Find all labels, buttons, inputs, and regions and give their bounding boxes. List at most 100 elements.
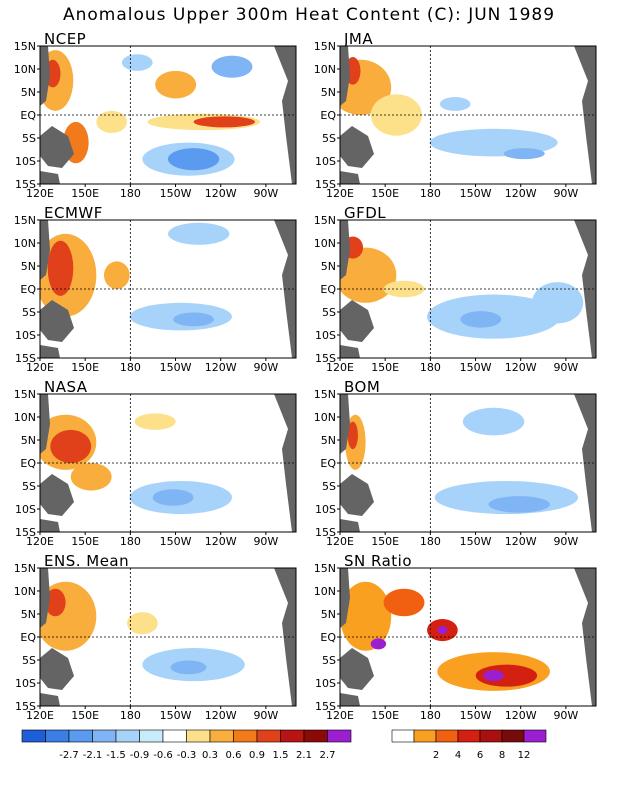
lon-tick-label: 120W [505, 361, 537, 374]
colorbar-label: 2.1 [296, 750, 312, 761]
lon-tick-label: 90W [253, 709, 278, 722]
lat-tick-label: 10N [314, 411, 336, 424]
lon-tick-label: 90W [553, 187, 578, 200]
lon-tick-label: 120E [26, 709, 54, 722]
lon-tick-label: 150E [71, 709, 99, 722]
lat-tick-label: 5S [22, 132, 36, 145]
anomaly-region [462, 407, 525, 436]
lon-tick-label: 150E [371, 361, 399, 374]
land-new-guinea [340, 126, 374, 168]
land-asia [40, 46, 50, 106]
lon-tick-label: 90W [253, 535, 278, 548]
map-panel-4: GFDL 15N 10N 5N EQ 5S 10S 15S 120E 150E 180 150W 120… [300, 202, 597, 374]
lat-tick-label: EQ [320, 457, 336, 470]
lat-tick-label: 5N [321, 260, 336, 273]
colorbar-label: -0.6 [153, 750, 173, 761]
lat-tick-label: 10N [14, 63, 36, 76]
lat-tick-label: EQ [20, 109, 36, 122]
panel-title: SN Ratio [344, 552, 413, 570]
panel-title: NASA [44, 378, 88, 396]
lat-tick-label: 15N [14, 562, 36, 575]
lat-tick-label: 10S [15, 503, 36, 516]
anomaly-region [347, 421, 358, 450]
anomaly-region [96, 110, 128, 133]
anomaly-region [134, 413, 176, 430]
land-asia [340, 46, 350, 106]
anomaly-region [170, 660, 207, 675]
lat-tick-label: 10S [315, 329, 336, 342]
lon-tick-label: 180 [420, 187, 441, 200]
anomaly-region [340, 581, 392, 651]
anomaly-region [488, 496, 550, 513]
lat-tick-label: 10S [15, 155, 36, 168]
colorbar-swatch [457, 729, 481, 743]
land-new-guinea [340, 648, 374, 690]
colorbar-swatch [391, 729, 415, 743]
land-new-guinea [40, 474, 74, 516]
lat-tick-label: 15N [14, 388, 36, 401]
colorbar-swatch [162, 729, 187, 743]
land-new-guinea [340, 300, 374, 342]
anomaly-region [211, 55, 253, 78]
lat-tick-label: 15S [315, 178, 336, 191]
panel-title: ECMWF [44, 204, 103, 222]
lon-tick-label: 90W [253, 361, 278, 374]
land-australia [340, 693, 360, 706]
panel-title: GFDL [344, 204, 387, 222]
lon-tick-label: 180 [420, 361, 441, 374]
land-new-guinea [40, 648, 74, 690]
colorbar-label: -2.1 [83, 750, 103, 761]
land-new-guinea [40, 126, 74, 168]
lat-tick-label: 5S [322, 654, 336, 667]
anomaly-region [475, 664, 538, 687]
anomaly-region [104, 261, 130, 289]
colorbar-swatch [501, 729, 525, 743]
lon-tick-label: 150E [371, 535, 399, 548]
land-asia [40, 394, 50, 454]
lat-tick-label: 15S [315, 526, 336, 539]
colorbar-label: 0.3 [202, 750, 218, 761]
lat-tick-label: EQ [320, 109, 336, 122]
colorbar-swatch [479, 729, 503, 743]
lon-tick-label: 150W [460, 709, 492, 722]
lon-tick-label: 120W [205, 361, 237, 374]
map-panel-1: NCEP 15N 10N 5N EQ 5S 10S 15S 120E 150E 180 150W 120… [0, 28, 297, 200]
lon-tick-label: 180 [120, 361, 141, 374]
lat-tick-label: 5N [21, 434, 36, 447]
land-australia [340, 519, 360, 532]
sn-ratio-colorbar: 2 4 6 8 12 [391, 729, 547, 761]
lat-tick-label: 10S [315, 155, 336, 168]
lon-tick-label: 150W [160, 361, 192, 374]
lat-tick-label: 5N [21, 260, 36, 273]
map-panel-5: NASA 15N 10N 5N EQ 5S 10S 15S 120E 150E 180 150W 120… [0, 376, 297, 548]
lon-tick-label: 150W [160, 187, 192, 200]
colorbar-label: 2 [433, 750, 439, 761]
lon-tick-label: 120E [26, 535, 54, 548]
colorbar-swatch [186, 729, 211, 743]
panel-title: BOM [344, 378, 381, 396]
colorbar-label: 1.5 [273, 750, 289, 761]
lat-tick-label: 15S [315, 700, 336, 713]
lon-tick-label: 180 [120, 187, 141, 200]
colorbar-swatch [256, 729, 281, 743]
lon-tick-label: 150W [460, 535, 492, 548]
lat-tick-label: 10N [14, 237, 36, 250]
lat-tick-label: EQ [20, 631, 36, 644]
lon-tick-label: 120W [205, 535, 237, 548]
lat-tick-label: 5S [322, 132, 336, 145]
panel-title: JMA [344, 30, 374, 48]
lat-tick-label: 5S [322, 306, 336, 319]
land-asia [340, 220, 350, 280]
colorbar-label: -0.9 [130, 750, 150, 761]
anomaly-region [483, 670, 504, 682]
lat-tick-label: 15N [14, 40, 36, 53]
colorbar-swatch [233, 729, 258, 743]
lat-tick-label: 10N [314, 63, 336, 76]
map-panel-3: ECMWF 15N 10N 5N EQ 5S 10S 15S 120E 150E 180 150W 12… [0, 202, 297, 374]
anomaly-region [370, 638, 387, 650]
land-australia [40, 693, 60, 706]
anomaly-region [340, 247, 397, 303]
anomaly-region [121, 54, 153, 71]
